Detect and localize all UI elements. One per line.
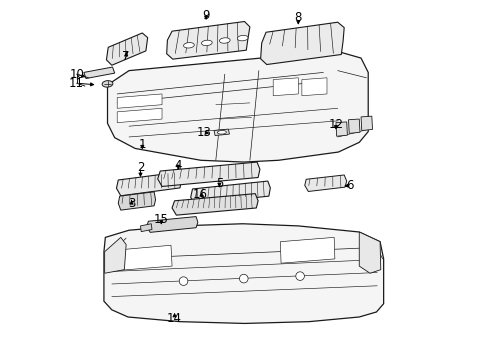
Text: 14: 14 bbox=[167, 311, 182, 325]
Polygon shape bbox=[104, 237, 126, 273]
Polygon shape bbox=[301, 78, 326, 96]
Polygon shape bbox=[335, 122, 346, 136]
Text: 16: 16 bbox=[192, 188, 207, 201]
Text: 12: 12 bbox=[328, 118, 343, 131]
Ellipse shape bbox=[183, 42, 194, 48]
Polygon shape bbox=[118, 192, 155, 210]
Text: 8: 8 bbox=[294, 12, 302, 24]
Polygon shape bbox=[348, 119, 359, 134]
Circle shape bbox=[295, 272, 304, 280]
Text: 5: 5 bbox=[215, 177, 223, 190]
Polygon shape bbox=[158, 162, 260, 186]
Polygon shape bbox=[116, 172, 182, 196]
Text: 13: 13 bbox=[197, 126, 211, 139]
Polygon shape bbox=[360, 116, 372, 131]
Polygon shape bbox=[106, 33, 147, 65]
Ellipse shape bbox=[201, 40, 212, 46]
Text: 2: 2 bbox=[137, 161, 144, 174]
Text: 6: 6 bbox=[346, 179, 353, 192]
Text: 11: 11 bbox=[69, 77, 84, 90]
Ellipse shape bbox=[217, 130, 226, 134]
Text: 1: 1 bbox=[138, 138, 146, 150]
Polygon shape bbox=[172, 194, 258, 215]
Polygon shape bbox=[107, 51, 367, 162]
Text: 9: 9 bbox=[202, 9, 209, 22]
Polygon shape bbox=[359, 232, 380, 273]
Polygon shape bbox=[280, 237, 334, 263]
Text: 4: 4 bbox=[174, 159, 182, 172]
Text: 15: 15 bbox=[154, 213, 168, 226]
Ellipse shape bbox=[102, 81, 113, 87]
Text: 3: 3 bbox=[127, 197, 135, 210]
Ellipse shape bbox=[237, 35, 247, 41]
Polygon shape bbox=[166, 22, 249, 59]
Polygon shape bbox=[117, 94, 162, 108]
Polygon shape bbox=[214, 129, 229, 135]
Polygon shape bbox=[260, 22, 344, 64]
Polygon shape bbox=[83, 67, 115, 78]
Polygon shape bbox=[117, 108, 162, 123]
Circle shape bbox=[239, 274, 247, 283]
Polygon shape bbox=[104, 224, 383, 323]
Polygon shape bbox=[146, 217, 198, 232]
Text: 7: 7 bbox=[122, 50, 130, 63]
Polygon shape bbox=[273, 78, 298, 96]
Polygon shape bbox=[140, 224, 152, 231]
Polygon shape bbox=[304, 175, 346, 192]
Circle shape bbox=[179, 277, 187, 285]
Ellipse shape bbox=[219, 38, 230, 43]
Polygon shape bbox=[190, 181, 270, 204]
Text: 10: 10 bbox=[69, 68, 84, 81]
Polygon shape bbox=[118, 245, 172, 270]
